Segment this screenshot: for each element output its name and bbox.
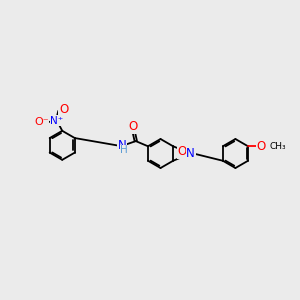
Text: O⁻: O⁻ — [34, 117, 49, 127]
Text: N: N — [186, 147, 195, 160]
Text: O: O — [129, 120, 138, 133]
Text: O: O — [59, 103, 68, 116]
Text: O: O — [178, 146, 187, 158]
Text: N⁺: N⁺ — [50, 116, 64, 126]
Text: H: H — [120, 145, 128, 155]
Text: O: O — [256, 140, 266, 153]
Text: N: N — [117, 139, 126, 152]
Text: CH₃: CH₃ — [270, 142, 286, 151]
